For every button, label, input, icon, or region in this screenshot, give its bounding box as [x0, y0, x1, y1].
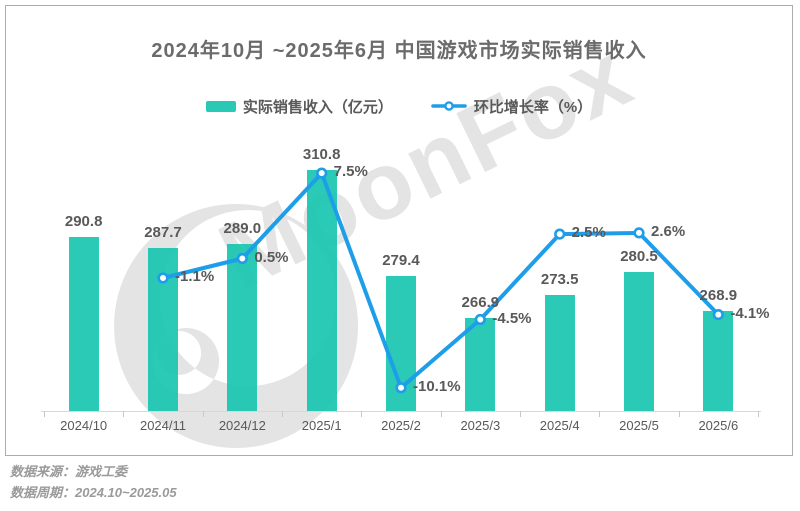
bar-value-label: 280.5: [620, 247, 658, 265]
x-axis-label: 2025/3: [460, 418, 501, 433]
growth-value-label: -4.5%: [492, 309, 532, 327]
growth-point-marker: [474, 313, 486, 326]
bar: [68, 237, 99, 411]
x-axis-label: 2024/12: [218, 418, 266, 433]
bar: [465, 317, 496, 411]
legend-revenue-label: 实际销售收入（亿元）: [242, 98, 393, 116]
x-axis-tick: [520, 411, 521, 417]
x-axis-tick: [599, 411, 601, 417]
chart-frame: MoonFox 2024年10月 ~2025年6月 中国游戏市场实际销售收入 实…: [5, 5, 793, 456]
bar-swatch-icon: [205, 100, 236, 112]
bar-value-label: 266.9: [461, 293, 500, 311]
bar-value-label: 273.5: [540, 271, 579, 289]
footer: 数据来源：游戏工委 数据周期：2024.10~2025.05: [10, 461, 177, 503]
growth-point-marker: [633, 227, 645, 239]
growth-value-label: 2.5%: [571, 224, 606, 242]
bar-value-label: 289.0: [223, 219, 262, 237]
growth-value-label: -4.1%: [730, 304, 770, 322]
x-axis-label: 2025/6: [698, 418, 739, 433]
legend-item-revenue: 实际销售收入（亿元）: [205, 96, 393, 117]
growth-value-label: 7.5%: [333, 163, 368, 181]
x-axis-tick: [123, 411, 125, 417]
growth-line: [157, 167, 724, 394]
growth-point-marker: [316, 167, 328, 179]
x-axis-tick: [440, 411, 442, 417]
bar: [703, 310, 734, 411]
growth-polyline: [161, 171, 721, 390]
legend-growth-label: 环比增长率（%）: [473, 98, 593, 116]
line-marker-icon: [431, 101, 467, 111]
x-axis-tick: [282, 411, 283, 417]
data-period: 数据周期：2024.10~2025.05: [10, 485, 177, 500]
bar-value-label: 287.7: [144, 223, 182, 241]
bar-value-label: 290.8: [64, 213, 103, 231]
growth-value-label: -10.1%: [413, 377, 461, 395]
bar: [544, 295, 575, 411]
x-axis-label: 2025/4: [539, 418, 580, 433]
bar-value-label: 268.9: [699, 286, 738, 304]
legend-item-growth: 环比增长率（%）: [431, 96, 592, 117]
x-axis-tick: [678, 411, 680, 417]
plot-area: 290.8 2024/10 287.7 2024/11 289.0 2024/12 310.…: [41, 131, 770, 433]
x-axis-line: [41, 411, 761, 412]
bar-value-label: 279.4: [382, 251, 420, 269]
growth-point-marker: [395, 382, 407, 394]
growth-value-label: 2.6%: [651, 222, 686, 240]
legend: 实际销售收入（亿元） 环比增长率（%）: [6, 96, 792, 116]
growth-point-marker: [157, 272, 169, 284]
x-axis-label: 2024/10: [60, 418, 108, 433]
bar: [624, 271, 654, 411]
growth-point-marker: [712, 309, 724, 321]
bar-value-label: 310.8: [302, 146, 341, 164]
growth-point-marker: [554, 228, 566, 240]
chart-title: 2024年10月 ~2025年6月 中国游戏市场实际销售收入: [151, 40, 647, 62]
growth-point-marker: [236, 252, 248, 265]
data-source: 数据来源：游戏工委: [10, 464, 128, 479]
x-axis-tick: [44, 411, 45, 417]
x-axis-tick: [202, 411, 204, 417]
x-axis-label: 2025/1: [301, 418, 342, 433]
growth-value-label: -1.1%: [175, 268, 215, 286]
x-axis-tick: [361, 411, 363, 417]
x-axis-tick: [758, 411, 759, 417]
x-axis-label: 2025/2: [381, 418, 421, 433]
growth-value-label: 0.5%: [254, 248, 289, 266]
x-axis-label: 2024/11: [139, 418, 186, 433]
x-axis-label: 2025/5: [619, 418, 659, 433]
